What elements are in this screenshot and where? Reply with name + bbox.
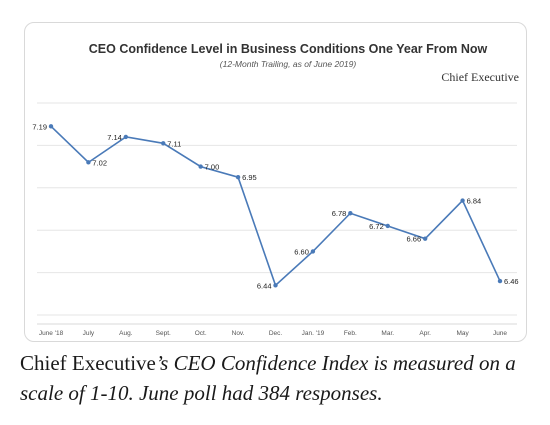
data-point (86, 160, 91, 165)
x-tick-labels: June '18 July Aug. Sept. Oct. Nov. Dec. Jan. '1… (39, 330, 508, 337)
data-point (310, 249, 316, 254)
x-tick-label: Dec. (269, 330, 283, 337)
data-point (198, 164, 203, 169)
chart-subtitle: (12-Month Trailing, as of June 2019) (220, 59, 357, 69)
data-label: 6.66 (407, 235, 422, 244)
x-tick-label: Jan. '19 (302, 330, 325, 337)
data-label: 7.19 (32, 122, 47, 131)
data-point (385, 223, 390, 229)
data-label: 6.84 (467, 197, 482, 206)
caption-brand: Chief Executive (20, 351, 156, 375)
data-label: 6.78 (332, 209, 347, 218)
data-label: 6.46 (504, 277, 519, 286)
line-chart: CEO Confidence Level in Business Conditi… (32, 42, 519, 337)
data-label: 6.60 (294, 247, 309, 256)
x-tick-label: Apr. (419, 330, 431, 337)
data-label: 6.72 (369, 222, 384, 231)
x-tick-label: June '18 (39, 330, 64, 337)
data-label: 7.11 (167, 139, 181, 148)
data-labels: 7.19 7.02 7.14 7.11 7.00 6.95 6.44 6.60 6.78 6.72… (32, 122, 518, 290)
data-point (273, 283, 278, 288)
x-tick-label: July (83, 330, 95, 337)
series-cheif-confidence (48, 124, 503, 288)
data-label: 6.44 (257, 281, 272, 290)
x-tick-label: Sept. (156, 330, 171, 337)
caption: Chief Executive’s CEO Confidence Index i… (20, 348, 535, 408)
data-point (348, 211, 353, 216)
data-point (123, 134, 129, 140)
data-label: 6.95 (242, 173, 257, 182)
chart-title: CEO Confidence Level in Business Conditi… (89, 42, 488, 56)
data-point (48, 124, 54, 129)
data-label: 7.14 (107, 133, 122, 142)
x-tick-label: Mar. (381, 330, 394, 337)
gridlines (37, 102, 517, 316)
x-tick-label: Oct. (195, 330, 207, 337)
data-point (497, 278, 503, 284)
data-point (161, 141, 166, 146)
x-tick-label: June (493, 330, 507, 337)
x-tick-label: May (456, 330, 469, 337)
data-point (422, 236, 428, 241)
series-line (50, 125, 501, 287)
chart-card: CEO Confidence Level in Business Conditi… (24, 22, 527, 342)
x-tick-label: Nov. (232, 330, 245, 337)
brand-logo: Chief Executive (441, 70, 519, 84)
x-tick-label: Feb. (344, 330, 357, 337)
data-point (235, 175, 241, 180)
x-tick-label: Aug. (119, 330, 133, 337)
data-label: 7.00 (205, 163, 220, 172)
caption-text: ’s CEO Confidence Index is measured on a… (20, 351, 516, 405)
data-point (460, 198, 465, 203)
data-label: 7.02 (92, 158, 107, 167)
